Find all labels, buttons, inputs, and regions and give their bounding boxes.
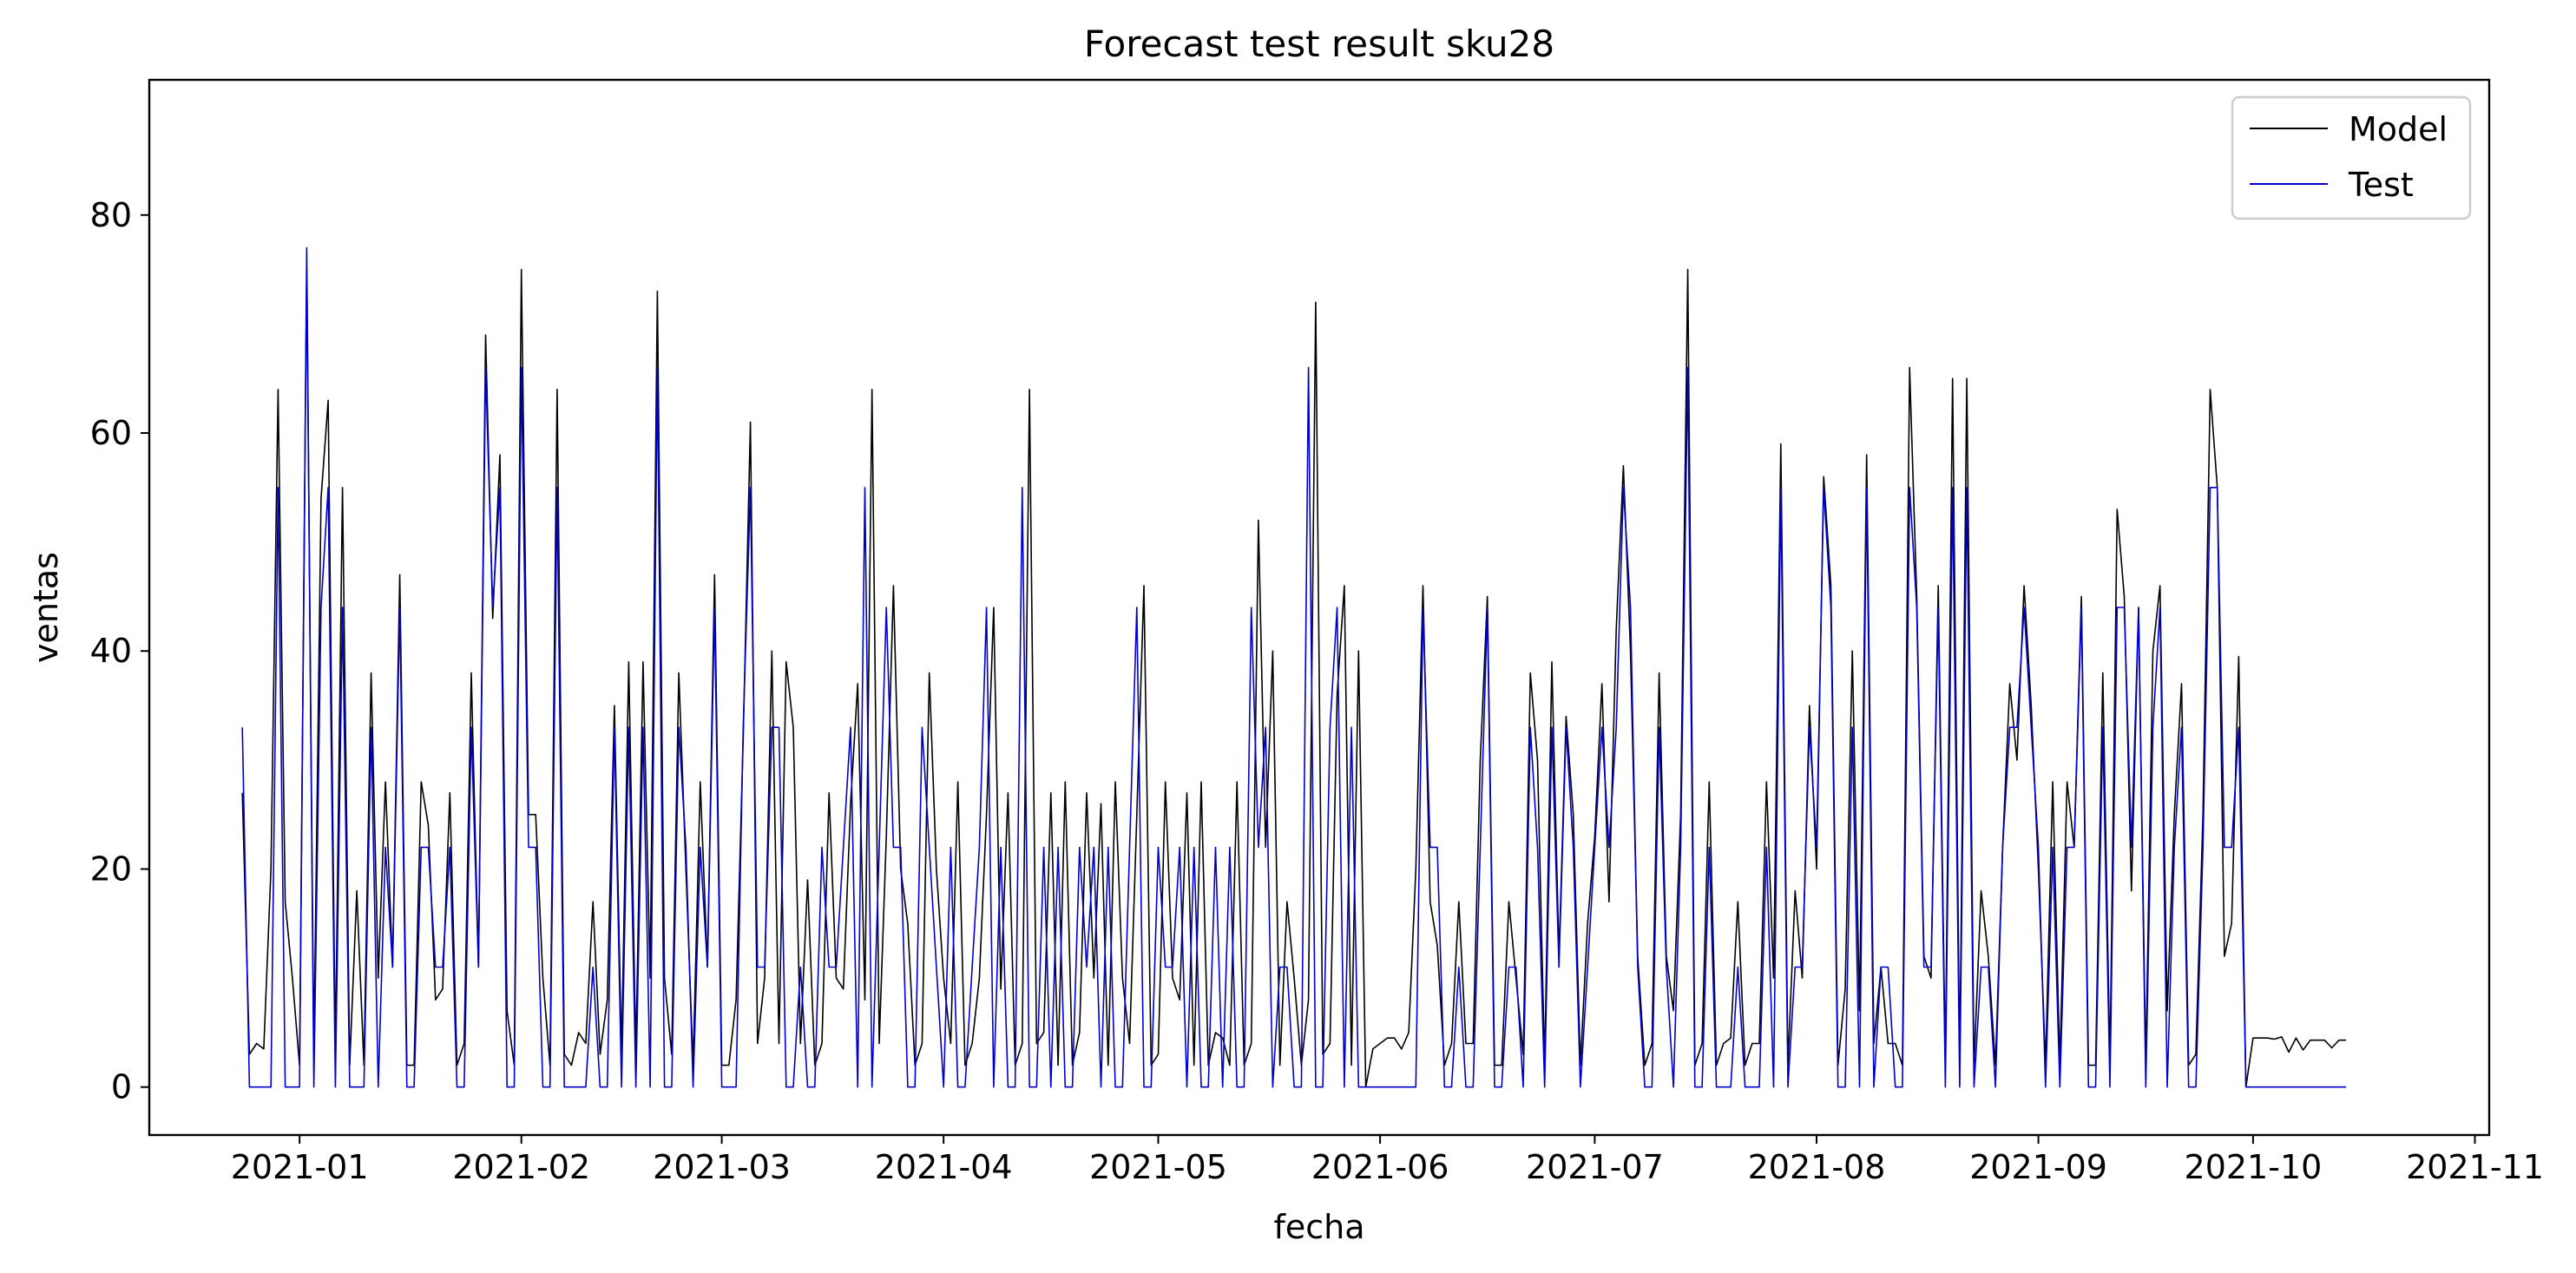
y-tick-label: 20: [90, 850, 132, 888]
x-tick-label: 2021-02: [452, 1148, 590, 1186]
x-tick-label: 2021-10: [2185, 1148, 2323, 1186]
y-tick-label: 0: [111, 1068, 132, 1106]
y-tick-label: 60: [90, 414, 132, 452]
chart-title: Forecast test result sku28: [1084, 23, 1554, 65]
legend-label-model: Model: [2349, 110, 2448, 148]
x-tick-label: 2021-07: [1526, 1148, 1664, 1186]
series-layer: [241, 246, 2347, 1088]
x-axis: 2021-01 2021-02 2021-03 2021-04 2021-05 2021-…: [231, 1135, 2544, 1186]
x-tick-label: 2021-01: [231, 1148, 369, 1186]
x-tick-label: 2021-06: [1311, 1148, 1449, 1186]
legend: Model Test: [2231, 95, 2472, 220]
plot-frame: [148, 78, 2491, 1137]
x-tick-label: 2021-11: [2406, 1148, 2544, 1186]
x-tick-label: 2021-03: [653, 1148, 791, 1186]
x-tick-label: 2021-08: [1748, 1148, 1886, 1186]
y-axis-label: ventas: [27, 552, 65, 663]
x-tick-label: 2021-09: [1969, 1148, 2107, 1186]
series-line-test: [241, 246, 2347, 1088]
y-tick-label: 40: [90, 632, 132, 670]
y-axis: 0 20 40 60 80: [90, 196, 149, 1106]
x-tick-label: 2021-05: [1089, 1148, 1227, 1186]
legend-label-test: Test: [2348, 166, 2414, 204]
y-tick-label: 80: [90, 196, 132, 234]
x-tick-label: 2021-04: [875, 1148, 1013, 1186]
x-axis-label: fecha: [1273, 1208, 1364, 1246]
